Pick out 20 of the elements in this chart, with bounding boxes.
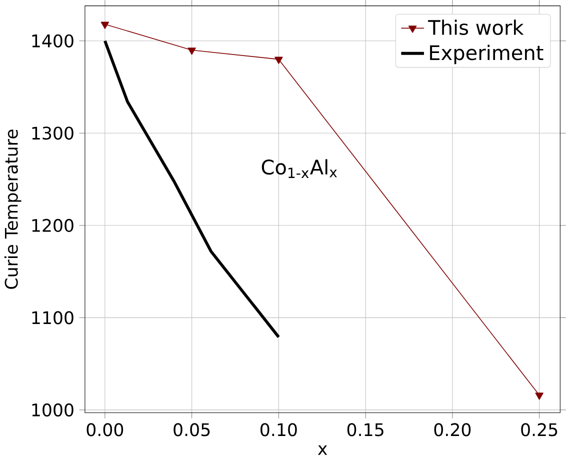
- x-tick-label: 0.10: [260, 422, 297, 436]
- annotation: Co$_{1-x}$Al$_{x}$: [262, 159, 337, 178]
- x-axis-title: x: [318, 445, 328, 455]
- point: [188, 47, 196, 55]
- legend-label: Experiment: [430, 44, 544, 64]
- y-axis-title: Curie Temperature: [4, 129, 22, 289]
- y-tick-label: 1400: [32, 34, 74, 48]
- x-tick-label: 0.20: [434, 422, 471, 436]
- y-tick-label: 1000: [32, 403, 74, 416]
- y-tick-label: 1200: [32, 218, 74, 232]
- point: [535, 392, 544, 400]
- x-tick-label: 0.25: [521, 422, 558, 436]
- y-tick-label: 1300: [32, 126, 74, 140]
- x-tick-label: 0.15: [347, 422, 384, 436]
- point: [100, 22, 110, 29]
- y-tick-label: 1100: [32, 310, 74, 324]
- x-tick-label: 0.00: [86, 422, 124, 436]
- x-tick-label: 0.05: [174, 422, 210, 436]
- legend-label: This work: [428, 19, 524, 35]
- point: [274, 56, 283, 64]
